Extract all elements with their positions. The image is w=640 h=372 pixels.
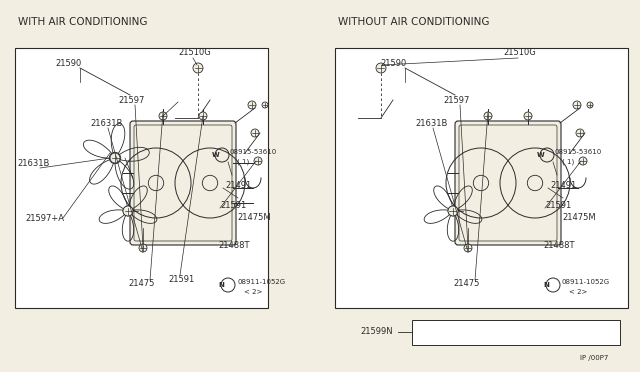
Text: 21488T: 21488T [218, 241, 250, 250]
Text: 08915-53610: 08915-53610 [555, 149, 602, 155]
Text: 08911-1052G: 08911-1052G [562, 279, 610, 285]
Text: N: N [543, 282, 549, 288]
Text: 21590: 21590 [55, 58, 81, 67]
Circle shape [376, 63, 386, 73]
Circle shape [110, 153, 120, 163]
Text: 21631B: 21631B [415, 119, 447, 128]
Circle shape [573, 101, 581, 109]
Circle shape [448, 206, 458, 216]
Text: W: W [537, 152, 545, 158]
Text: W: W [212, 152, 220, 158]
Text: ( 1): ( 1) [237, 159, 249, 165]
Text: 21597: 21597 [443, 96, 469, 105]
Text: IP /00P7: IP /00P7 [580, 355, 609, 361]
Text: 08915-53610: 08915-53610 [230, 149, 277, 155]
Text: WITHOUT AIR CONDITIONING: WITHOUT AIR CONDITIONING [338, 17, 490, 27]
Text: 21597+A: 21597+A [25, 214, 64, 222]
Text: 21510G: 21510G [178, 48, 211, 57]
Circle shape [193, 63, 203, 73]
Text: 21488T: 21488T [543, 241, 575, 250]
Text: 21510G: 21510G [503, 48, 536, 57]
Text: 21591: 21591 [168, 276, 195, 285]
Circle shape [254, 157, 262, 165]
Text: ──────────────────: ────────────────── [519, 322, 571, 327]
Circle shape [123, 206, 133, 216]
Text: 21590: 21590 [380, 58, 406, 67]
Text: 21599N: 21599N [360, 327, 392, 337]
Circle shape [484, 112, 492, 120]
Text: N: N [218, 282, 224, 288]
Circle shape [579, 157, 587, 165]
Circle shape [464, 244, 472, 252]
Text: WITH AIR CONDITIONING: WITH AIR CONDITIONING [18, 17, 147, 27]
Text: △ CAUTION: △ CAUTION [417, 326, 455, 330]
Text: < 2>: < 2> [244, 289, 262, 295]
Text: 21491: 21491 [550, 180, 576, 189]
Bar [412, 320, 620, 345]
Circle shape [524, 112, 532, 120]
Circle shape [262, 102, 268, 108]
Circle shape [159, 112, 167, 120]
Text: ──────────────────: ────────────────── [415, 322, 467, 327]
Bar [15, 48, 268, 308]
Text: △ MISE EN GARDE: △ MISE EN GARDE [521, 326, 584, 330]
Circle shape [251, 129, 259, 137]
Text: ──────────────────: ────────────────── [519, 326, 571, 331]
Text: 21591: 21591 [220, 201, 246, 209]
Text: 08911-1052G: 08911-1052G [237, 279, 285, 285]
Text: 21631B: 21631B [90, 119, 122, 128]
Text: 21475: 21475 [453, 279, 479, 288]
FancyBboxPatch shape [455, 121, 561, 245]
Text: 21475: 21475 [128, 279, 154, 288]
Circle shape [587, 102, 593, 108]
Text: 21475M: 21475M [562, 212, 596, 221]
Text: 21491: 21491 [225, 180, 252, 189]
Circle shape [248, 101, 256, 109]
Circle shape [139, 244, 147, 252]
Text: ( 1): ( 1) [562, 159, 574, 165]
Bar [335, 48, 628, 308]
Text: ──────────────────: ────────────────── [415, 326, 467, 331]
Text: 21631B: 21631B [17, 158, 49, 167]
Text: 21475M: 21475M [237, 212, 271, 221]
Circle shape [576, 129, 584, 137]
Text: 21591: 21591 [545, 201, 572, 209]
Text: < 2>: < 2> [569, 289, 588, 295]
FancyBboxPatch shape [130, 121, 236, 245]
Circle shape [199, 112, 207, 120]
Text: 21597: 21597 [118, 96, 145, 105]
